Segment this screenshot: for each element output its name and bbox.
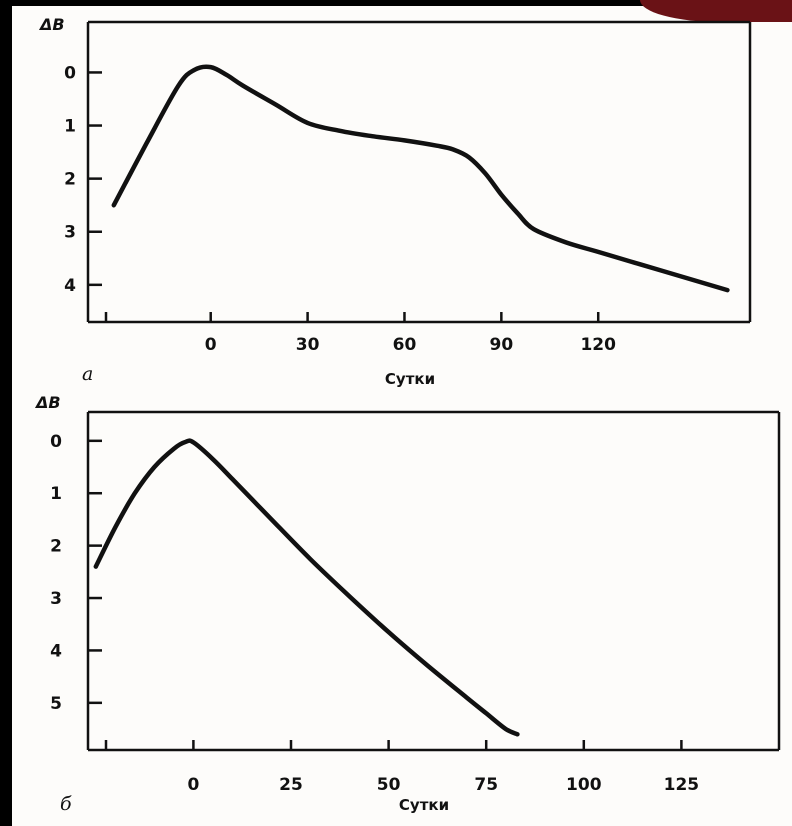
- y-tick-label: 2: [64, 170, 76, 190]
- x-tick-label: 60: [393, 335, 417, 355]
- y-tick-label: 4: [50, 641, 62, 661]
- x-tick-label: 100: [566, 775, 602, 795]
- chart-panel-0: 0 1 2 3 4 0 30 60 90 120 ΔB Сутки а: [38, 15, 752, 388]
- x-tick-label: 50: [377, 775, 401, 795]
- x-tick-label: 30: [296, 335, 320, 355]
- x-axis-title: Сутки: [399, 796, 449, 814]
- y-tick-label: 3: [50, 589, 62, 609]
- series-line-0: [93, 438, 520, 737]
- y-tick-label: 4: [64, 276, 76, 296]
- y-tick-label: 1: [50, 484, 62, 504]
- x-tick-label: 75: [474, 775, 498, 795]
- library-stamp-corner: [640, 0, 792, 22]
- y-axis-title: ΔB: [34, 393, 61, 412]
- paper-sheet: [12, 6, 792, 826]
- y-axis-title: ΔB: [38, 15, 65, 34]
- x-tick-label: 120: [580, 335, 616, 355]
- y-tick-label: 3: [64, 223, 76, 243]
- x-tick-label: 90: [490, 335, 514, 355]
- x-tick-label: 0: [205, 335, 217, 355]
- y-tick-label: 0: [50, 432, 62, 452]
- series-line-0: [111, 64, 730, 293]
- x-tick-label: 125: [664, 775, 700, 795]
- y-tick-label: 2: [50, 537, 62, 557]
- x-tick-label: 25: [279, 775, 303, 795]
- y-tick-label: 5: [50, 694, 62, 714]
- panel-letter: б: [60, 793, 72, 815]
- y-tick-label: 0: [64, 63, 76, 83]
- x-tick-label: 0: [187, 775, 199, 795]
- y-tick-label: 1: [64, 117, 76, 137]
- x-axis-title: Сутки: [385, 370, 435, 388]
- panel-letter: а: [82, 363, 93, 385]
